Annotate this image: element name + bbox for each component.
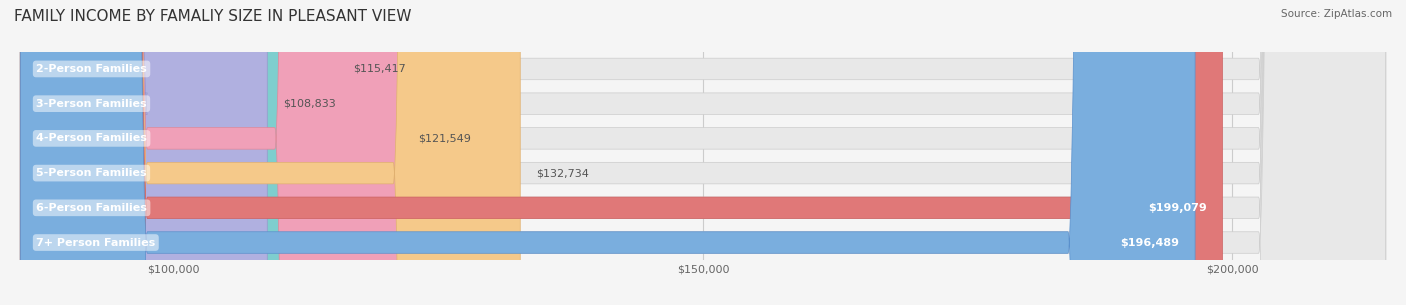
Text: $121,549: $121,549 [418,133,471,143]
FancyBboxPatch shape [20,0,1386,305]
FancyBboxPatch shape [20,0,337,305]
Text: 4-Person Families: 4-Person Families [37,133,148,143]
Text: Source: ZipAtlas.com: Source: ZipAtlas.com [1281,9,1392,19]
Text: $108,833: $108,833 [283,99,336,109]
FancyBboxPatch shape [20,0,1386,305]
FancyBboxPatch shape [20,0,1386,305]
FancyBboxPatch shape [20,0,1386,305]
Text: 5-Person Families: 5-Person Families [37,168,146,178]
FancyBboxPatch shape [20,0,1386,305]
FancyBboxPatch shape [20,0,1195,305]
Text: 7+ Person Families: 7+ Person Families [37,238,156,248]
FancyBboxPatch shape [20,0,267,305]
Text: 3-Person Families: 3-Person Families [37,99,146,109]
Text: $132,734: $132,734 [536,168,589,178]
Text: $115,417: $115,417 [353,64,405,74]
FancyBboxPatch shape [20,0,402,305]
Text: 6-Person Families: 6-Person Families [37,203,148,213]
Text: $199,079: $199,079 [1147,203,1206,213]
FancyBboxPatch shape [20,0,1386,305]
FancyBboxPatch shape [20,0,1222,305]
Text: 2-Person Families: 2-Person Families [37,64,146,74]
Text: $196,489: $196,489 [1121,238,1180,248]
FancyBboxPatch shape [20,0,520,305]
Text: FAMILY INCOME BY FAMALIY SIZE IN PLEASANT VIEW: FAMILY INCOME BY FAMALIY SIZE IN PLEASAN… [14,9,412,24]
